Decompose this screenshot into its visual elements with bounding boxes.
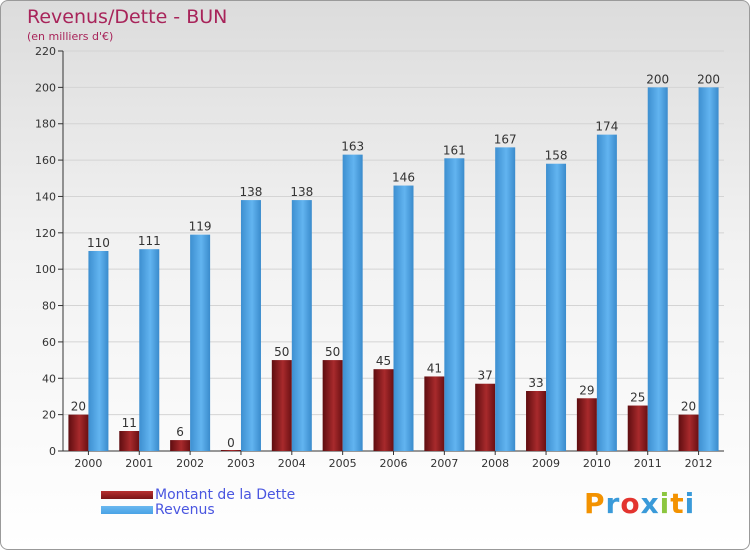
chart-subtitle: (en milliers d'€): [27, 30, 114, 43]
bar-revenue: [88, 251, 109, 451]
data-label-debt: 33: [528, 376, 543, 390]
y-tick-label: 160: [35, 154, 56, 167]
bar-debt: [170, 440, 191, 451]
x-tick-label: 2001: [125, 457, 153, 470]
bar-revenue: [139, 249, 160, 451]
bar-debt: [627, 405, 648, 451]
data-label-revenue: 111: [138, 234, 161, 248]
y-tick-label: 200: [35, 81, 56, 94]
proxiti-logo: Proxiti: [584, 487, 696, 520]
bar-revenue: [495, 147, 516, 451]
y-tick-label: 180: [35, 118, 56, 131]
x-tick-label: 2006: [380, 457, 408, 470]
data-label-revenue: 167: [494, 132, 517, 146]
data-label-debt: 41: [427, 361, 442, 375]
bar-debt: [576, 398, 597, 451]
data-label-debt: 25: [630, 391, 645, 405]
y-tick-label: 20: [42, 409, 56, 422]
data-label-revenue: 110: [87, 236, 110, 250]
data-label-revenue: 200: [646, 72, 669, 86]
bar-debt: [220, 450, 241, 451]
x-tick-label: 2002: [176, 457, 204, 470]
x-tick-label: 2012: [685, 457, 713, 470]
data-label-debt: 29: [579, 383, 594, 397]
bar-revenue: [393, 185, 414, 451]
x-tick-label: 2009: [532, 457, 560, 470]
legend-swatch-revenue: [101, 505, 153, 514]
data-label-revenue: 146: [392, 171, 415, 185]
data-label-revenue: 158: [545, 149, 568, 163]
data-label-debt: 50: [274, 345, 289, 359]
x-tick-label: 2007: [430, 457, 458, 470]
bar-revenue: [291, 200, 312, 451]
bar-debt: [373, 369, 394, 451]
x-tick-label: 2005: [329, 457, 357, 470]
bar-debt: [526, 391, 547, 451]
data-label-debt: 11: [122, 416, 137, 430]
legend-item-debt: Montant de la Dette: [101, 486, 296, 503]
bar-revenue: [240, 200, 261, 451]
data-label-debt: 6: [176, 425, 184, 439]
bar-revenue: [342, 154, 363, 452]
y-tick-label: 60: [42, 336, 56, 349]
bar-debt: [475, 383, 496, 451]
data-label-debt: 20: [71, 400, 86, 414]
bar-revenue: [647, 87, 668, 451]
bar-revenue: [444, 158, 465, 452]
bar-debt: [424, 376, 445, 451]
legend-label-revenue: Revenus: [155, 501, 215, 518]
data-label-revenue: 161: [443, 143, 466, 157]
bar-revenue: [698, 87, 719, 451]
bar-debt: [68, 414, 89, 451]
y-tick-label: 0: [49, 445, 56, 458]
y-tick-label: 220: [35, 45, 56, 58]
data-label-revenue: 119: [189, 220, 212, 234]
x-tick-label: 2003: [227, 457, 255, 470]
bar-debt: [678, 414, 699, 451]
x-tick-label: 2000: [74, 457, 102, 470]
chart-title: Revenus/Dette - BUN: [27, 6, 228, 28]
data-label-revenue: 200: [697, 72, 720, 86]
data-label-debt: 0: [227, 436, 235, 450]
x-tick-label: 2008: [481, 457, 509, 470]
y-tick-label: 100: [35, 263, 56, 276]
bar-revenue: [546, 163, 567, 451]
legend-item-revenue: Revenus: [101, 501, 295, 518]
data-label-debt: 20: [681, 400, 696, 414]
data-label-revenue: 138: [240, 185, 263, 199]
data-label-debt: 37: [478, 369, 493, 383]
legend-label-debt: Montant de la Dette: [155, 486, 296, 503]
data-label-revenue: 174: [595, 120, 618, 134]
bar-debt: [271, 360, 292, 451]
x-tick-label: 2011: [634, 457, 662, 470]
x-tick-label: 2004: [278, 457, 306, 470]
y-tick-label: 120: [35, 227, 56, 240]
bar-debt: [119, 431, 140, 451]
y-tick-label: 80: [42, 300, 56, 313]
x-tick-label: 2010: [583, 457, 611, 470]
legend-swatch-debt: [101, 490, 153, 499]
legend: Montant de la Dette Revenus: [101, 486, 296, 518]
y-tick-label: 140: [35, 190, 56, 203]
bar-revenue: [190, 234, 211, 451]
y-tick-label: 40: [42, 372, 56, 385]
bar-revenue: [596, 134, 617, 452]
bar-debt: [322, 360, 343, 451]
data-label-revenue: 163: [341, 140, 364, 154]
data-label-debt: 50: [325, 345, 340, 359]
data-label-revenue: 138: [290, 185, 313, 199]
data-label-debt: 45: [376, 354, 391, 368]
